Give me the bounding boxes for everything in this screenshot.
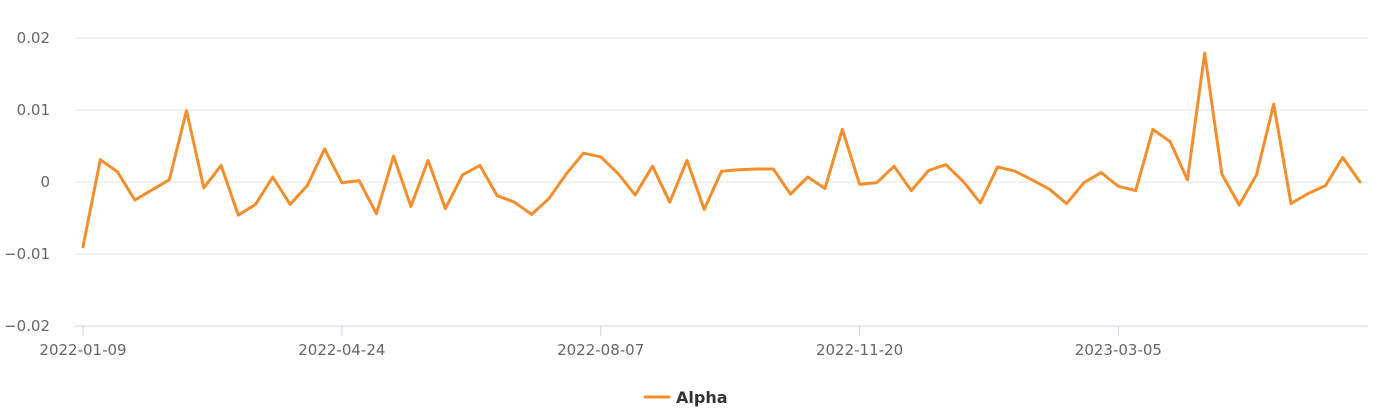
x-tick-label: 2022-08-07 xyxy=(557,341,644,359)
y-tick-label: 0 xyxy=(40,173,50,191)
x-tick-label: 2022-11-20 xyxy=(816,341,903,359)
x-axis: 2022-01-09 2022-04-24 2022-08-07 2022-11-20… xyxy=(39,325,1368,359)
y-tick-label: −0.02 xyxy=(4,317,50,335)
y-tick-label: 0.01 xyxy=(17,101,50,119)
legend-label[interactable]: Alpha xyxy=(676,388,728,407)
series-line-alpha[interactable] xyxy=(81,51,1362,249)
y-tick-label: 0.02 xyxy=(17,29,50,47)
y-axis-labels: −0.02 −0.01 0 0.01 0.02 xyxy=(4,29,50,335)
grid-lines xyxy=(75,37,1368,255)
x-tick-label: 2023-03-05 xyxy=(1075,341,1162,359)
series-lines xyxy=(81,51,1362,249)
y-tick-label: −0.01 xyxy=(4,245,50,263)
x-tick-label: 2022-01-09 xyxy=(39,341,126,359)
legend[interactable]: Alpha xyxy=(643,388,728,407)
x-tick-label: 2022-04-24 xyxy=(298,341,385,359)
